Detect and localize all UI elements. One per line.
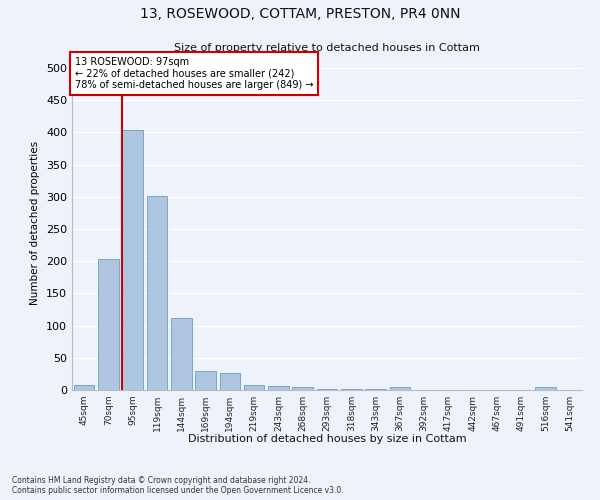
Bar: [171, 318, 191, 390]
Bar: [195, 370, 216, 390]
Bar: [122, 130, 143, 390]
Bar: [535, 388, 556, 390]
Text: 13, ROSEWOOD, COTTAM, PRESTON, PR4 0NN: 13, ROSEWOOD, COTTAM, PRESTON, PR4 0NN: [140, 8, 460, 22]
Bar: [244, 385, 265, 390]
Text: 13 ROSEWOOD: 97sqm
← 22% of detached houses are smaller (242)
78% of semi-detach: 13 ROSEWOOD: 97sqm ← 22% of detached hou…: [74, 56, 313, 90]
Bar: [146, 196, 167, 390]
Title: Size of property relative to detached houses in Cottam: Size of property relative to detached ho…: [174, 43, 480, 53]
Bar: [98, 258, 119, 390]
X-axis label: Distribution of detached houses by size in Cottam: Distribution of detached houses by size …: [188, 434, 466, 444]
Bar: [74, 385, 94, 390]
Bar: [220, 373, 240, 390]
Y-axis label: Number of detached properties: Number of detached properties: [31, 140, 40, 304]
Bar: [268, 386, 289, 390]
Bar: [389, 388, 410, 390]
Bar: [292, 388, 313, 390]
Text: Contains HM Land Registry data © Crown copyright and database right 2024.
Contai: Contains HM Land Registry data © Crown c…: [12, 476, 344, 495]
Bar: [317, 388, 337, 390]
